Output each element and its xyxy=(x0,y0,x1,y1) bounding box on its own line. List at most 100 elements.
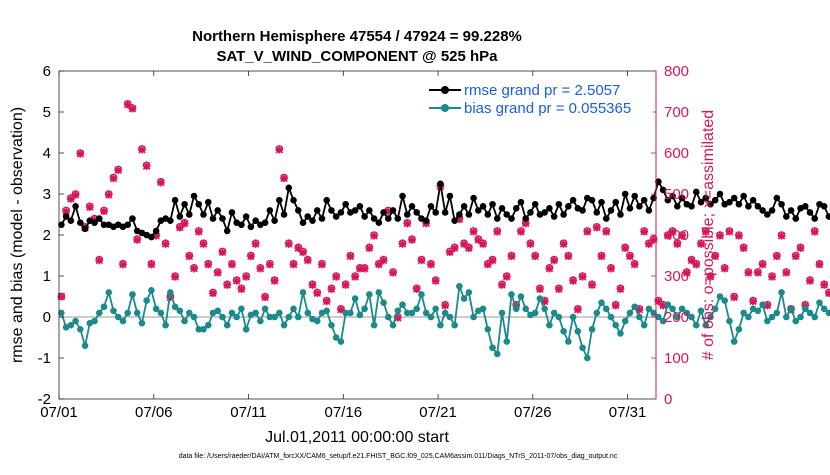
bias-point xyxy=(276,310,283,317)
obs-assimilated-marker xyxy=(309,281,317,289)
y-left-tick-label: 5 xyxy=(43,104,51,121)
bias-point xyxy=(91,318,98,325)
y-right-tick-label: 500 xyxy=(664,186,689,203)
rmse-point xyxy=(489,201,496,208)
rmse-point xyxy=(499,205,506,212)
rmse-point xyxy=(451,217,458,224)
bias-point xyxy=(124,310,131,317)
bias-point xyxy=(82,342,89,349)
obs-assimilated-marker xyxy=(441,302,449,310)
obs-assimilated-marker xyxy=(247,252,255,260)
bias-point xyxy=(816,299,823,306)
obs-assimilated-marker xyxy=(617,285,625,293)
obs-assimilated-marker xyxy=(797,244,805,252)
rmse-point xyxy=(551,213,558,220)
obs-assimilated-marker xyxy=(612,302,620,310)
obs-assimilated-marker xyxy=(465,244,473,252)
x-tick-label: 07/16 xyxy=(325,404,363,421)
rmse-point xyxy=(432,209,439,216)
obs-assimilated-marker xyxy=(493,228,501,236)
obs-assimilated-marker xyxy=(252,240,260,248)
obs-assimilated-marker xyxy=(517,228,525,236)
rmse-point xyxy=(608,207,615,214)
obs-assimilated-marker xyxy=(238,285,246,293)
rmse-point xyxy=(821,203,828,210)
obs-assimilated-marker xyxy=(593,224,601,232)
rmse-point xyxy=(229,209,236,216)
rmse-point xyxy=(631,193,638,200)
y-left-tick-label: 2 xyxy=(43,227,51,244)
obs-assimilated-marker xyxy=(190,265,198,273)
bias-point xyxy=(788,306,795,313)
bias-point xyxy=(499,310,506,317)
rmse-point xyxy=(598,199,605,206)
obs-assimilated-marker xyxy=(626,252,634,260)
bias-point xyxy=(72,318,79,325)
y-left-tick-label: 3 xyxy=(43,186,51,203)
obs-assimilated-marker xyxy=(773,252,781,260)
rmse-point xyxy=(172,197,179,204)
rmse-point xyxy=(480,203,487,210)
rmse-point xyxy=(494,215,501,222)
chart-title-line2: SAT_V_WIND_COMPONENT @ 525 hPa xyxy=(216,48,498,65)
bias-point xyxy=(759,301,766,308)
rmse-point xyxy=(413,209,420,216)
rmse-point xyxy=(394,215,401,222)
rmse-point xyxy=(148,234,155,241)
bias-point xyxy=(347,310,354,317)
obs-assimilated-marker xyxy=(806,277,814,285)
obs-assimilated-marker xyxy=(347,252,355,260)
rmse-point xyxy=(181,201,188,208)
rmse-point xyxy=(546,205,553,212)
y-right-tick-label: 200 xyxy=(664,309,689,326)
bias-point xyxy=(631,303,638,310)
rmse-point xyxy=(300,219,307,226)
obs-assimilated-marker xyxy=(219,248,227,256)
rmse-point xyxy=(186,211,193,218)
obs-assimilated-marker xyxy=(531,252,539,260)
obs-assimilated-marker xyxy=(332,273,340,281)
bias-point xyxy=(593,310,600,317)
rmse-point xyxy=(518,199,525,206)
y-left-tick-label: 1 xyxy=(43,268,51,285)
rmse-point xyxy=(560,211,567,218)
rmse-point xyxy=(219,215,226,222)
obs-assimilated-marker xyxy=(503,273,511,281)
rmse-point xyxy=(295,207,302,214)
bias-point xyxy=(575,328,582,335)
bias-point xyxy=(281,322,288,329)
y-right-tick-label: 0 xyxy=(664,391,672,408)
bias-point xyxy=(636,314,643,321)
obs-assimilated-marker xyxy=(143,162,151,170)
bias-point xyxy=(304,310,311,317)
rmse-point xyxy=(783,213,790,220)
obs-assimilated-marker xyxy=(119,261,127,269)
bias-point xyxy=(243,326,250,333)
rmse-point xyxy=(357,203,364,210)
obs-assimilated-marker xyxy=(261,293,269,301)
obs-assimilated-marker xyxy=(280,175,288,183)
bias-point xyxy=(570,314,577,321)
bias-point xyxy=(390,322,397,329)
obs-assimilated-marker xyxy=(399,240,407,248)
obs-assimilated-marker xyxy=(408,236,416,244)
bias-point xyxy=(376,289,383,296)
bias-point xyxy=(627,310,634,317)
obs-assimilated-marker xyxy=(285,240,293,248)
bias-point xyxy=(513,306,520,313)
obs-assimilated-marker xyxy=(527,240,535,248)
rmse-point xyxy=(77,219,84,226)
obs-assimilated-marker xyxy=(560,240,568,248)
obs-assimilated-marker xyxy=(76,150,84,158)
bias-point xyxy=(191,314,198,321)
bias-point xyxy=(503,338,510,345)
bias-point xyxy=(167,289,174,296)
bias-point xyxy=(371,322,378,329)
x-tick-label: 07/01 xyxy=(40,404,78,421)
rmse-point xyxy=(811,215,818,222)
rmse-point xyxy=(579,207,586,214)
rmse-point xyxy=(129,215,136,222)
rmse-point xyxy=(191,193,198,200)
obs-assimilated-marker xyxy=(209,289,217,297)
rmse-point xyxy=(612,199,619,206)
